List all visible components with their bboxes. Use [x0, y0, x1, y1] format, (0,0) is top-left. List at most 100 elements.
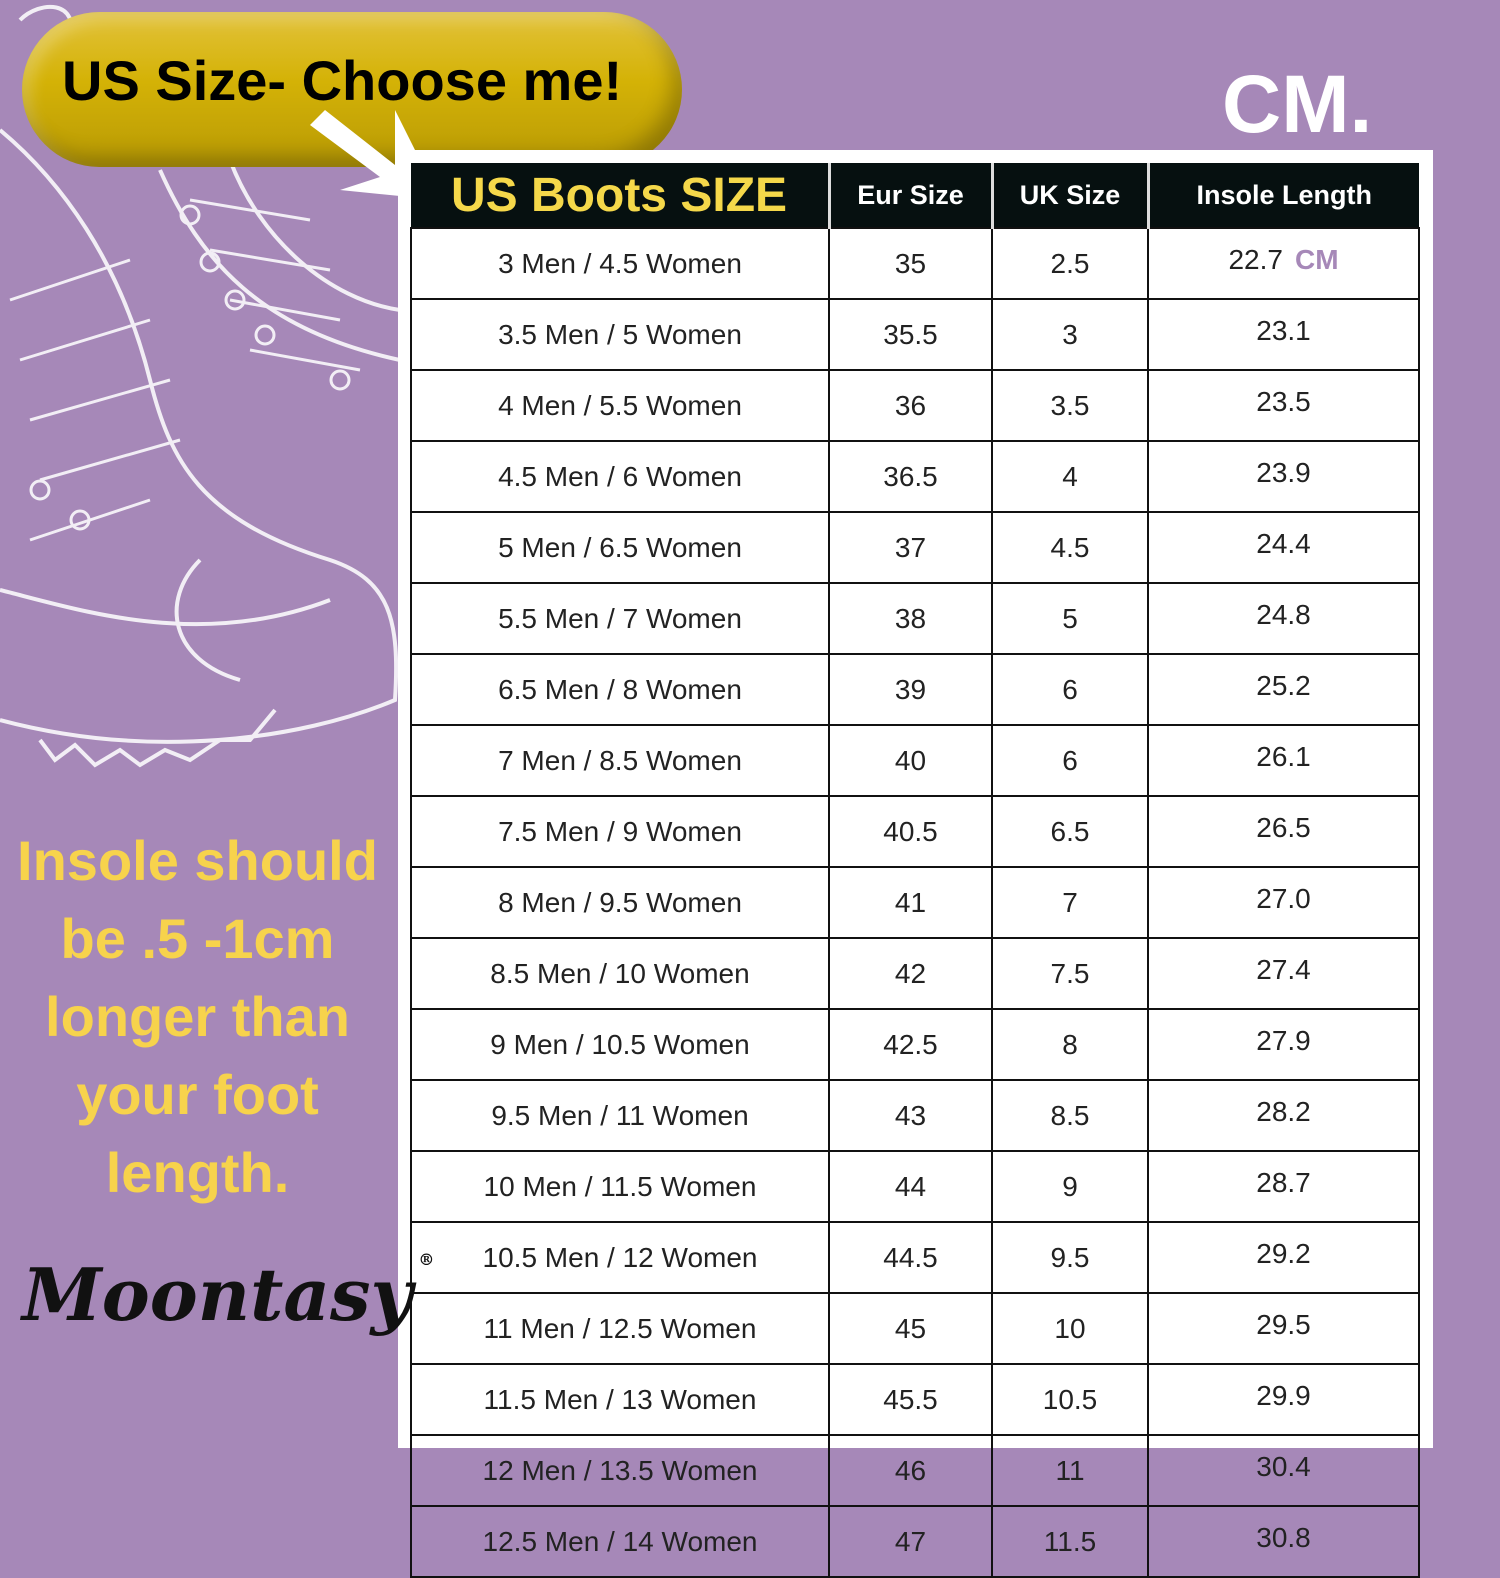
cell-eur-size: 45.5 — [828, 1363, 993, 1436]
cell-eur-size: 40.5 — [828, 795, 993, 868]
cell-uk-size: 4 — [991, 440, 1149, 513]
cell-uk-size: 6 — [991, 724, 1149, 797]
cell-eur-size: 42 — [828, 937, 993, 1010]
cell-us-size: 8 Men / 9.5 Women — [410, 866, 830, 939]
unit-label: CM — [1294, 243, 1339, 275]
cell-us-size: 3 Men / 4.5 Women — [410, 227, 830, 300]
table-row: 11 Men / 12.5 Women 45 10 29.5 — [410, 1292, 1420, 1365]
cell-insole-length: 27.0 — [1147, 866, 1420, 939]
table-row: 3.5 Men / 5 Women 35.5 3 23.1 — [410, 298, 1420, 371]
insole-value: 28.2 — [1256, 1095, 1311, 1127]
cell-us-size: 10 Men / 11.5 Women — [410, 1150, 830, 1223]
insole-value: 24.4 — [1256, 527, 1311, 559]
header-uk-size: UK Size — [990, 163, 1148, 228]
cell-insole-length: 27.9 — [1147, 1008, 1420, 1081]
cell-eur-size: 40 — [828, 724, 993, 797]
cell-us-size: 9 Men / 10.5 Women — [410, 1008, 830, 1081]
insole-value: 29.5 — [1256, 1308, 1311, 1340]
cell-uk-size: 3 — [991, 298, 1149, 371]
cell-us-size: 11 Men / 12.5 Women — [410, 1292, 830, 1365]
table-row: 6.5 Men / 8 Women 39 6 25.2 — [410, 653, 1420, 726]
banner-text: US Size- Choose me! — [62, 49, 623, 112]
cell-insole-length: 23.5 — [1147, 369, 1420, 442]
table-row: 7 Men / 8.5 Women 40 6 26.1 — [410, 724, 1420, 797]
header-insole-length: Insole Length — [1146, 163, 1419, 228]
insole-value: 30.4 — [1256, 1450, 1311, 1482]
cell-eur-size: 44 — [828, 1150, 993, 1223]
cell-uk-size: 7.5 — [991, 937, 1149, 1010]
unit-title: CM. — [1222, 59, 1373, 150]
table-row: 8.5 Men / 10 Women 42 7.5 27.4 — [410, 937, 1420, 1010]
cell-us-size: 4.5 Men / 6 Women — [410, 440, 830, 513]
header-eur-size: Eur Size — [827, 163, 992, 228]
table-row: 9.5 Men / 11 Women 43 8.5 28.2 — [410, 1079, 1420, 1152]
note-line: be .5 -1cm — [60, 907, 335, 970]
cell-uk-size: 2.5 — [991, 227, 1149, 300]
cell-us-size: 4 Men / 5.5 Women — [410, 369, 830, 442]
cell-eur-size: 39 — [828, 653, 993, 726]
cell-uk-size: 8.5 — [991, 1079, 1149, 1152]
cell-uk-size: 6.5 — [991, 795, 1149, 868]
cell-uk-size: 11.5 — [991, 1505, 1149, 1578]
cell-insole-length: 30.8 — [1147, 1505, 1420, 1578]
cell-uk-size: 4.5 — [991, 511, 1149, 584]
note-line: length. — [105, 1141, 290, 1204]
insole-value: 26.5 — [1256, 811, 1311, 843]
cell-uk-size: 10.5 — [991, 1363, 1149, 1436]
cell-insole-length: 29.2 — [1147, 1221, 1420, 1294]
cell-eur-size: 41 — [828, 866, 993, 939]
insole-value: 24.8 — [1256, 598, 1311, 630]
cell-eur-size: 44.5 — [828, 1221, 993, 1294]
cell-insole-length: 28.2 — [1147, 1079, 1420, 1152]
table-row: 8 Men / 9.5 Women 41 7 27.0 — [410, 866, 1420, 939]
cell-insole-length: 22.7 CM — [1147, 227, 1420, 300]
size-chart-table: US Boots SIZE Eur Size UK Size Insole Le… — [410, 163, 1420, 1578]
insole-value: 23.5 — [1256, 385, 1311, 417]
insole-value: 23.1 — [1256, 314, 1311, 346]
table-row: 5 Men / 6.5 Women 37 4.5 24.4 — [410, 511, 1420, 584]
cell-eur-size: 36.5 — [828, 440, 993, 513]
insole-value: 30.8 — [1256, 1521, 1311, 1553]
registered-mark: ® — [418, 1250, 435, 1269]
insole-value: 27.0 — [1256, 882, 1311, 914]
table-row: 5.5 Men / 7 Women 38 5 24.8 — [410, 582, 1420, 655]
insole-value: 25.2 — [1256, 669, 1311, 701]
note-line: longer than — [45, 985, 350, 1048]
table-row: 3 Men / 4.5 Women 35 2.5 22.7 CM — [410, 227, 1420, 300]
cell-uk-size: 10 — [991, 1292, 1149, 1365]
insole-value: 29.9 — [1256, 1379, 1311, 1411]
cell-uk-size: 9.5 — [991, 1221, 1149, 1294]
cell-eur-size: 36 — [828, 369, 993, 442]
cell-insole-length: 27.4 — [1147, 937, 1420, 1010]
cell-insole-length: 26.1 — [1147, 724, 1420, 797]
cell-uk-size: 3.5 — [991, 369, 1149, 442]
cell-uk-size: 11 — [991, 1434, 1149, 1507]
cell-us-size: 5.5 Men / 7 Women — [410, 582, 830, 655]
cell-insole-length: 23.9 — [1147, 440, 1420, 513]
cell-eur-size: 35.5 — [828, 298, 993, 371]
cell-us-size: 12.5 Men / 14 Women — [410, 1505, 830, 1578]
cell-insole-length: 25.2 — [1147, 653, 1420, 726]
insole-value: 29.2 — [1256, 1237, 1311, 1269]
insole-value: 27.9 — [1256, 1024, 1311, 1056]
insole-value: 27.4 — [1256, 953, 1311, 985]
cell-eur-size: 47 — [828, 1505, 993, 1578]
table-row: 4 Men / 5.5 Women 36 3.5 23.5 — [410, 369, 1420, 442]
insole-value: 28.7 — [1256, 1166, 1311, 1198]
cell-insole-length: 29.5 — [1147, 1292, 1420, 1365]
cell-insole-length: 28.7 — [1147, 1150, 1420, 1223]
cell-insole-length: 29.9 — [1147, 1363, 1420, 1436]
insole-value: 23.9 — [1256, 456, 1311, 488]
cell-us-size: 5 Men / 6.5 Women — [410, 511, 830, 584]
cell-insole-length: 30.4 — [1147, 1434, 1420, 1507]
cell-insole-length: 23.1 — [1147, 298, 1420, 371]
cell-us-size: 8.5 Men / 10 Women — [410, 937, 830, 1010]
cell-eur-size: 42.5 — [828, 1008, 993, 1081]
table-row: 10.5 Men / 12 Women 44.5 9.5 29.2 — [410, 1221, 1420, 1294]
table-row: 9 Men / 10.5 Women 42.5 8 27.9 — [410, 1008, 1420, 1081]
cell-us-size: 3.5 Men / 5 Women — [410, 298, 830, 371]
table-row: 7.5 Men / 9 Women 40.5 6.5 26.5 — [410, 795, 1420, 868]
table-row: 11.5 Men / 13 Women 45.5 10.5 29.9 — [410, 1363, 1420, 1436]
cell-eur-size: 45 — [828, 1292, 993, 1365]
table-row: 4.5 Men / 6 Women 36.5 4 23.9 — [410, 440, 1420, 513]
